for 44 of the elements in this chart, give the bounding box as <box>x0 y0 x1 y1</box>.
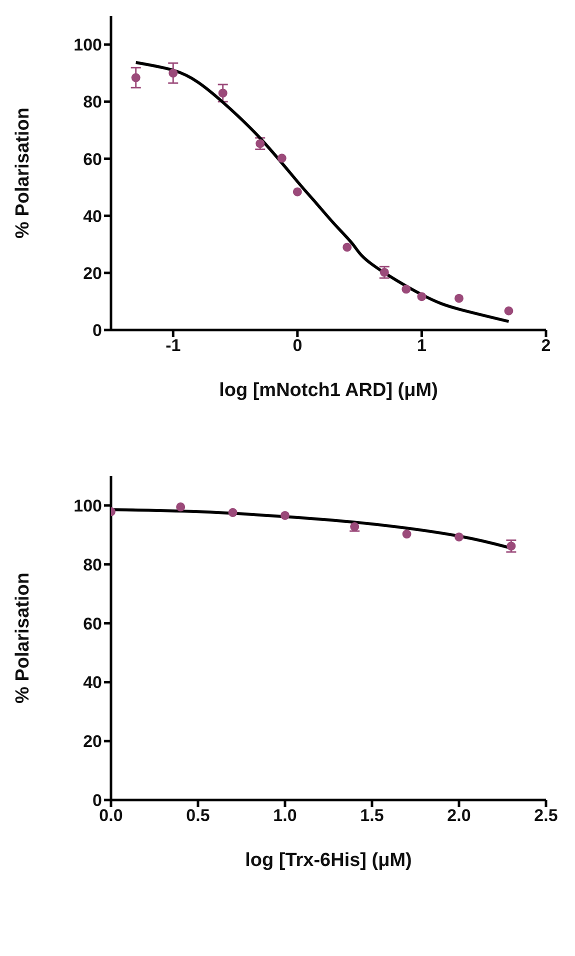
y-tick-label: 40 <box>83 673 102 692</box>
point <box>402 284 411 294</box>
point <box>176 502 186 512</box>
x-tick-label: 0.0 <box>99 806 123 826</box>
y-tick-label: 40 <box>83 206 102 226</box>
x-tick-label: 2.5 <box>534 806 558 826</box>
x-axis-title: log [mNotch1 ARD] (μM) <box>219 380 438 401</box>
y-tick-label: 100 <box>74 496 102 516</box>
y-tick-label: 100 <box>74 36 102 55</box>
x-tick-label: 1.5 <box>360 806 384 826</box>
point <box>277 154 286 163</box>
x-tick-label: 0.5 <box>186 806 210 826</box>
line-series <box>134 61 510 323</box>
y-tick-label: 60 <box>83 150 102 169</box>
point <box>504 306 514 316</box>
y-tick-label: 0 <box>92 321 102 340</box>
y-tick-label: 0 <box>92 791 102 810</box>
point <box>454 294 464 303</box>
y-tick-label: 60 <box>83 614 102 634</box>
x-tick-label: 2.0 <box>447 806 471 826</box>
y-tick-label: 80 <box>83 555 102 574</box>
point <box>342 242 352 252</box>
x-tick-label: -1 <box>166 336 181 356</box>
y-tick-label: 20 <box>83 264 102 283</box>
point <box>218 88 228 98</box>
point <box>280 510 290 520</box>
y-axis-title: % Polarisation <box>12 572 34 704</box>
point <box>228 508 238 518</box>
y-axis-title: % Polarisation <box>12 108 34 238</box>
point <box>131 73 140 82</box>
x-tick-label: 1.0 <box>273 806 297 826</box>
x-tick-label: 0 <box>292 336 302 356</box>
point <box>506 542 516 551</box>
x-tick-label: 1 <box>416 336 426 356</box>
point <box>417 292 426 302</box>
point <box>350 522 360 532</box>
point <box>292 187 302 196</box>
x-tick-label: 2 <box>541 336 551 356</box>
point <box>168 68 178 78</box>
x-axis-title: log [Trx-6His] (μM) <box>245 850 412 871</box>
y-tick-label: 20 <box>83 732 102 752</box>
y-tick-label: 80 <box>83 92 102 112</box>
point <box>454 532 464 542</box>
point <box>402 530 412 539</box>
